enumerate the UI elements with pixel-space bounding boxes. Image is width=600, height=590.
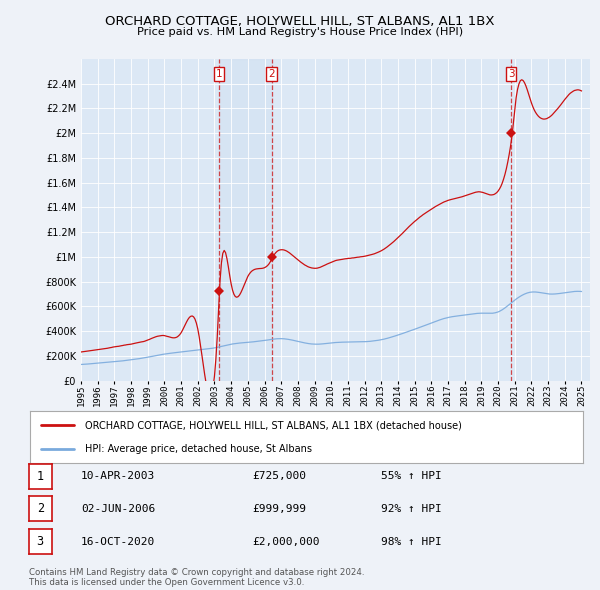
Text: £725,000: £725,000: [252, 471, 306, 481]
Text: HPI: Average price, detached house, St Albans: HPI: Average price, detached house, St A…: [85, 444, 313, 454]
Text: 3: 3: [37, 535, 44, 548]
Text: 16-OCT-2020: 16-OCT-2020: [81, 537, 155, 546]
Text: 02-JUN-2006: 02-JUN-2006: [81, 504, 155, 513]
Text: Contains HM Land Registry data © Crown copyright and database right 2024.
This d: Contains HM Land Registry data © Crown c…: [29, 568, 364, 587]
Text: 2: 2: [37, 502, 44, 515]
Text: 92% ↑ HPI: 92% ↑ HPI: [381, 504, 442, 513]
Text: Price paid vs. HM Land Registry's House Price Index (HPI): Price paid vs. HM Land Registry's House …: [137, 27, 463, 37]
Text: £2,000,000: £2,000,000: [252, 537, 320, 546]
Text: £999,999: £999,999: [252, 504, 306, 513]
Text: 10-APR-2003: 10-APR-2003: [81, 471, 155, 481]
Text: 3: 3: [508, 68, 515, 78]
Text: ORCHARD COTTAGE, HOLYWELL HILL, ST ALBANS, AL1 1BX (detached house): ORCHARD COTTAGE, HOLYWELL HILL, ST ALBAN…: [85, 420, 462, 430]
Text: 2: 2: [268, 68, 275, 78]
Text: 1: 1: [37, 470, 44, 483]
Text: 98% ↑ HPI: 98% ↑ HPI: [381, 537, 442, 546]
Text: ORCHARD COTTAGE, HOLYWELL HILL, ST ALBANS, AL1 1BX: ORCHARD COTTAGE, HOLYWELL HILL, ST ALBAN…: [105, 15, 495, 28]
Bar: [219, 59, 272, 381]
Text: 55% ↑ HPI: 55% ↑ HPI: [381, 471, 442, 481]
Text: 1: 1: [215, 68, 222, 78]
